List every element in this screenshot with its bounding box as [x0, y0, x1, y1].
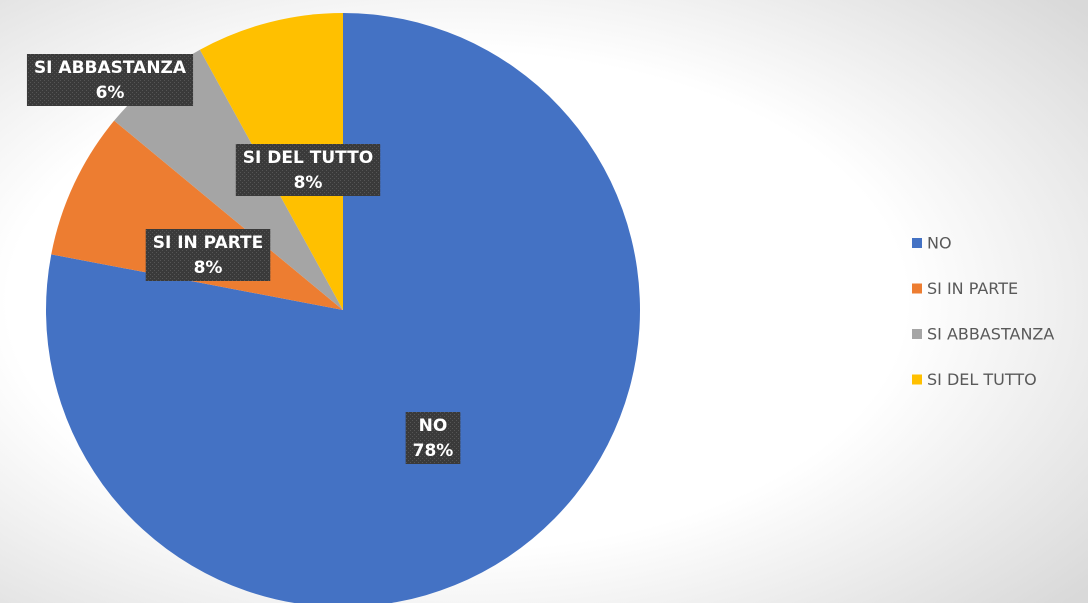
legend-label: SI ABBASTANZA	[927, 325, 1054, 344]
data-label-name: NO	[419, 416, 448, 436]
data-label-name: SI IN PARTE	[153, 233, 264, 253]
pie-slice	[114, 49, 344, 311]
legend-label: SI IN PARTE	[927, 279, 1018, 298]
legend-label: SI DEL TUTTO	[927, 370, 1037, 389]
data-label-name: SI DEL TUTTO	[243, 148, 373, 168]
legend-swatch	[912, 238, 922, 248]
data-label-box	[26, 54, 194, 106]
legend-swatch	[912, 329, 922, 339]
data-label-box	[145, 229, 271, 281]
pie-slice	[46, 13, 640, 603]
data-label-value: 8%	[194, 258, 223, 278]
legend-swatch	[912, 283, 922, 294]
legend-swatch	[912, 374, 922, 385]
legend-label: NO	[927, 234, 952, 253]
data-label-value: 6%	[96, 83, 125, 103]
data-label-box	[405, 412, 461, 464]
data-label-value: 8%	[294, 173, 323, 193]
data-label-box	[235, 144, 381, 196]
data-label-name: SI ABBASTANZA	[34, 58, 187, 78]
data-label-value: 78%	[413, 441, 454, 461]
